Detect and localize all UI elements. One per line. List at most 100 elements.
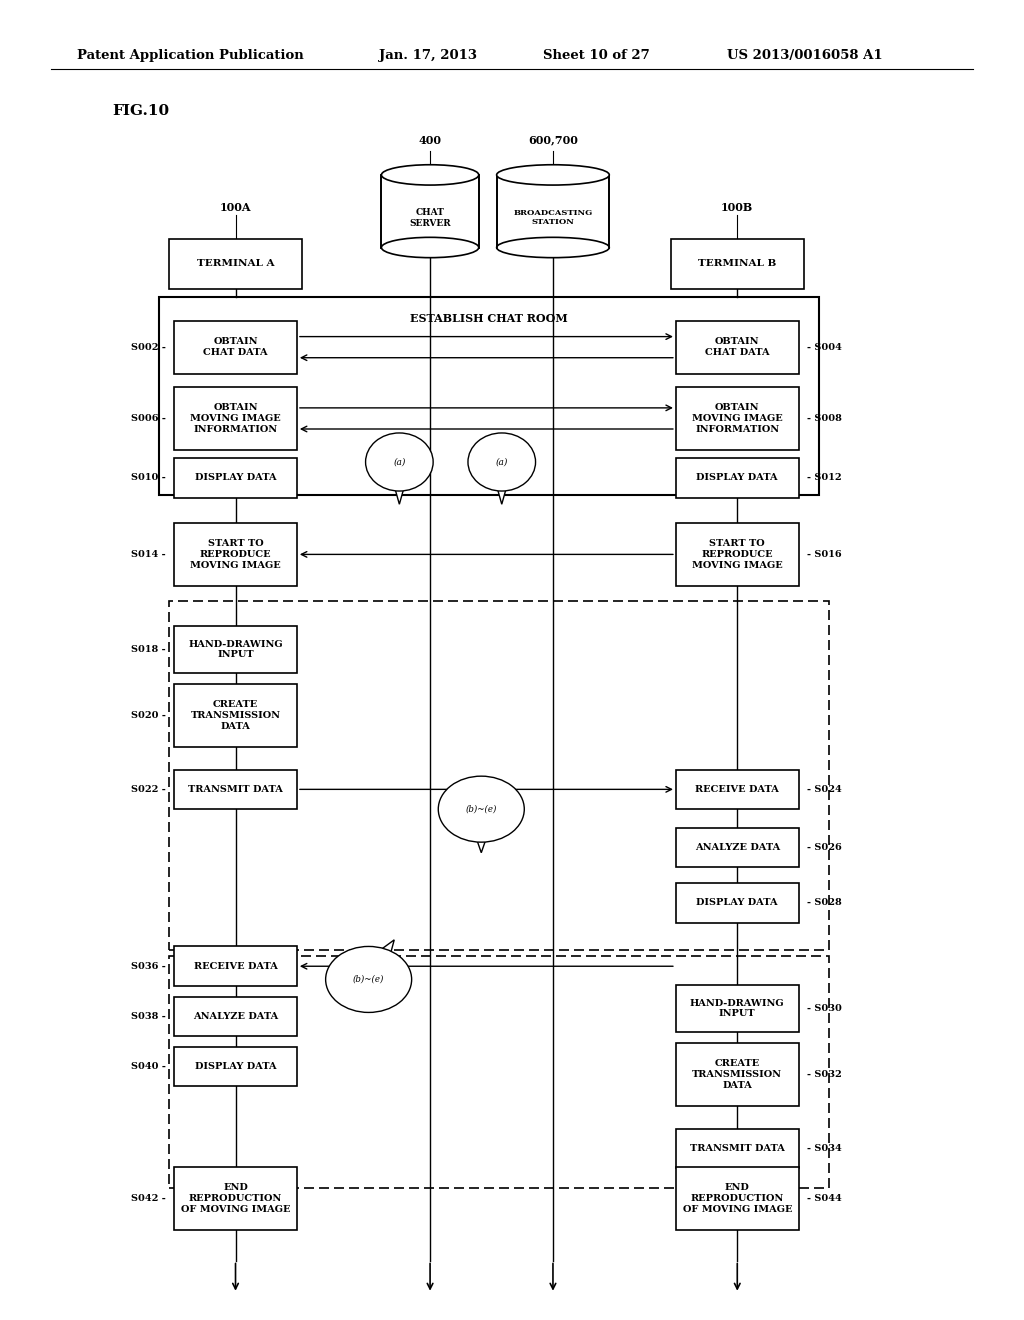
- Bar: [174, 458, 297, 498]
- Text: - S004: - S004: [807, 343, 842, 351]
- Text: Jan. 17, 2013: Jan. 17, 2013: [379, 49, 477, 62]
- Text: - S012: - S012: [807, 474, 842, 482]
- Bar: [174, 523, 297, 586]
- Polygon shape: [387, 462, 412, 504]
- Text: S022 -: S022 -: [131, 785, 166, 793]
- Text: Sheet 10 of 27: Sheet 10 of 27: [543, 49, 649, 62]
- Text: 600,700: 600,700: [528, 135, 578, 147]
- Text: HAND-DRAWING
INPUT: HAND-DRAWING INPUT: [188, 640, 283, 659]
- Bar: [174, 1047, 297, 1086]
- Bar: [676, 883, 799, 923]
- Text: DISPLAY DATA: DISPLAY DATA: [696, 474, 778, 482]
- Ellipse shape: [438, 776, 524, 842]
- Text: 100A: 100A: [220, 202, 251, 213]
- Ellipse shape: [381, 165, 478, 185]
- Text: CREATE
TRANSMISSION
DATA: CREATE TRANSMISSION DATA: [190, 700, 281, 731]
- Text: - S016: - S016: [807, 550, 842, 558]
- Text: - S024: - S024: [807, 785, 842, 793]
- Text: ANALYZE DATA: ANALYZE DATA: [193, 1012, 279, 1020]
- Bar: [676, 1043, 799, 1106]
- Text: OBTAIN
MOVING IMAGE
INFORMATION: OBTAIN MOVING IMAGE INFORMATION: [692, 403, 782, 434]
- Text: Patent Application Publication: Patent Application Publication: [77, 49, 303, 62]
- Bar: [169, 956, 829, 1188]
- Text: US 2013/0016058 A1: US 2013/0016058 A1: [727, 49, 883, 62]
- Text: END
REPRODUCTION
OF MOVING IMAGE: END REPRODUCTION OF MOVING IMAGE: [683, 1183, 792, 1214]
- Text: OBTAIN
MOVING IMAGE
INFORMATION: OBTAIN MOVING IMAGE INFORMATION: [190, 403, 281, 434]
- Ellipse shape: [497, 165, 609, 185]
- Bar: [174, 1167, 297, 1230]
- Bar: [381, 174, 479, 248]
- Bar: [169, 601, 829, 950]
- Bar: [174, 387, 297, 450]
- Text: DISPLAY DATA: DISPLAY DATA: [195, 474, 276, 482]
- Text: OBTAIN
CHAT DATA: OBTAIN CHAT DATA: [203, 338, 268, 356]
- Polygon shape: [357, 940, 394, 991]
- Text: DISPLAY DATA: DISPLAY DATA: [195, 1063, 276, 1071]
- Polygon shape: [489, 462, 514, 504]
- Text: - S044: - S044: [807, 1195, 842, 1203]
- Text: 100B: 100B: [721, 202, 754, 213]
- Text: ANALYZE DATA: ANALYZE DATA: [694, 843, 780, 851]
- Text: TRANSMIT DATA: TRANSMIT DATA: [188, 785, 283, 793]
- Bar: [159, 297, 819, 495]
- Text: TERMINAL B: TERMINAL B: [698, 260, 776, 268]
- Polygon shape: [466, 809, 497, 853]
- Text: S006 -: S006 -: [131, 414, 166, 422]
- Text: OBTAIN
CHAT DATA: OBTAIN CHAT DATA: [705, 338, 770, 356]
- Text: - S030: - S030: [807, 1005, 842, 1012]
- Text: DISPLAY DATA: DISPLAY DATA: [696, 899, 778, 907]
- Bar: [174, 684, 297, 747]
- Text: (b)~(e): (b)~(e): [466, 805, 497, 813]
- Bar: [676, 1167, 799, 1230]
- Text: S014 -: S014 -: [131, 550, 166, 558]
- Text: - S034: - S034: [807, 1144, 842, 1152]
- Bar: [169, 239, 302, 289]
- Bar: [174, 997, 297, 1036]
- Text: S018 -: S018 -: [131, 645, 166, 653]
- Bar: [671, 239, 804, 289]
- Text: (a): (a): [393, 458, 406, 466]
- Text: FIG.10: FIG.10: [113, 104, 170, 117]
- Text: HAND-DRAWING
INPUT: HAND-DRAWING INPUT: [690, 999, 784, 1018]
- Text: CREATE
TRANSMISSION
DATA: CREATE TRANSMISSION DATA: [692, 1059, 782, 1090]
- Text: S010 -: S010 -: [131, 474, 166, 482]
- Text: CHAT
SERVER: CHAT SERVER: [410, 209, 451, 227]
- Bar: [676, 770, 799, 809]
- Bar: [676, 321, 799, 374]
- Text: S002 -: S002 -: [131, 343, 166, 351]
- Text: TERMINAL A: TERMINAL A: [197, 260, 274, 268]
- Text: RECEIVE DATA: RECEIVE DATA: [194, 962, 278, 970]
- Bar: [676, 523, 799, 586]
- Text: S020 -: S020 -: [131, 711, 166, 719]
- Text: RECEIVE DATA: RECEIVE DATA: [695, 785, 779, 793]
- Text: END
REPRODUCTION
OF MOVING IMAGE: END REPRODUCTION OF MOVING IMAGE: [181, 1183, 290, 1214]
- Bar: [676, 387, 799, 450]
- Bar: [676, 458, 799, 498]
- Text: S040 -: S040 -: [131, 1063, 166, 1071]
- Text: (b)~(e): (b)~(e): [353, 975, 384, 983]
- Text: - S032: - S032: [807, 1071, 842, 1078]
- Bar: [676, 1129, 799, 1168]
- Text: 400: 400: [419, 135, 441, 147]
- Text: S036 -: S036 -: [131, 962, 166, 970]
- Text: BROADCASTING
STATION: BROADCASTING STATION: [513, 209, 593, 227]
- Bar: [174, 626, 297, 673]
- Bar: [676, 828, 799, 867]
- Text: (a): (a): [496, 458, 508, 466]
- Text: - S026: - S026: [807, 843, 842, 851]
- Text: - S028: - S028: [807, 899, 842, 907]
- Bar: [174, 770, 297, 809]
- Text: S038 -: S038 -: [131, 1012, 166, 1020]
- Ellipse shape: [468, 433, 536, 491]
- Bar: [497, 174, 609, 248]
- Text: START TO
REPRODUCE
MOVING IMAGE: START TO REPRODUCE MOVING IMAGE: [190, 539, 281, 570]
- Text: START TO
REPRODUCE
MOVING IMAGE: START TO REPRODUCE MOVING IMAGE: [692, 539, 782, 570]
- Text: ESTABLISH CHAT ROOM: ESTABLISH CHAT ROOM: [410, 313, 568, 323]
- Text: - S008: - S008: [807, 414, 842, 422]
- Text: TRANSMIT DATA: TRANSMIT DATA: [690, 1144, 784, 1152]
- Bar: [174, 321, 297, 374]
- Bar: [676, 985, 799, 1032]
- Ellipse shape: [381, 238, 478, 257]
- Ellipse shape: [366, 433, 433, 491]
- Bar: [174, 946, 297, 986]
